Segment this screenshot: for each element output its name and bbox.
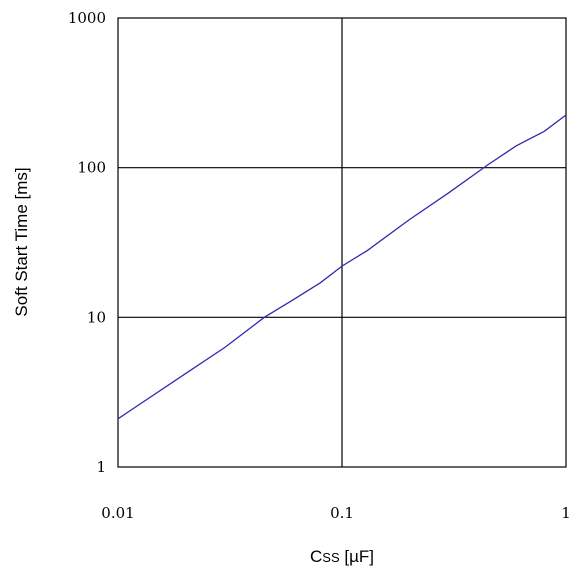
y-tick-label-2: 100 [77,159,106,177]
grid-lines [118,18,566,467]
x-tick-labels: 0.01 0.1 1 [101,504,570,522]
x-axis-label: CSS [µF] [310,547,374,566]
series-layer [117,114,567,420]
y-tick-label-0: 1 [96,458,106,476]
y-tick-labels: 1 10 100 1000 [68,9,106,476]
x-tick-label-2: 1 [561,504,571,522]
y-tick-label-1: 10 [87,308,106,326]
x-tick-label-0: 0.01 [101,504,134,522]
y-tick-label-3: 1000 [68,9,106,27]
x-axis-label-main: C [310,547,322,566]
x-axis-label-subscript: SS [322,550,340,565]
y-axis-label: Soft Start Time [ms] [12,167,31,316]
x-axis-label-unit: [µF] [340,547,374,566]
plot-frame [117,17,567,468]
x-tick-label-1: 0.1 [330,504,354,522]
series-line-0 [117,114,567,420]
